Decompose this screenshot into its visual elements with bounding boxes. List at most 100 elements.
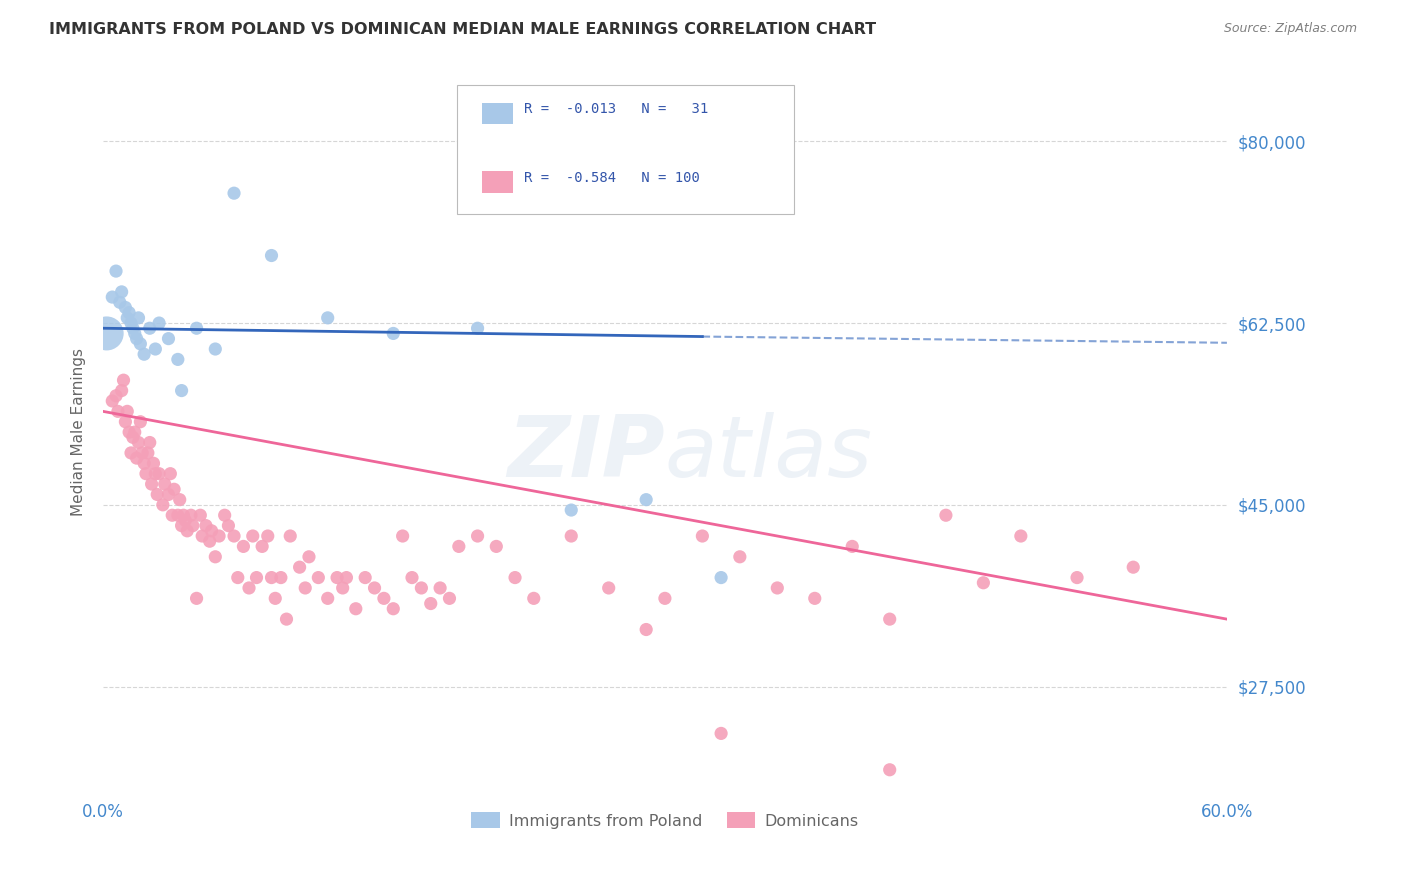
Point xyxy=(245,571,267,585)
Point xyxy=(276,612,298,626)
Point xyxy=(560,529,582,543)
Point xyxy=(142,456,165,470)
Point xyxy=(163,483,186,497)
Point xyxy=(503,571,526,585)
Point xyxy=(128,435,150,450)
Point xyxy=(124,425,146,439)
Point xyxy=(114,415,136,429)
Point xyxy=(298,549,321,564)
Point xyxy=(157,332,180,346)
Point xyxy=(260,248,283,262)
Point xyxy=(186,321,208,335)
Point xyxy=(174,513,197,527)
Point xyxy=(131,446,153,460)
Point xyxy=(264,591,287,606)
Point xyxy=(419,597,441,611)
Point xyxy=(332,581,354,595)
Point xyxy=(935,508,957,523)
Point xyxy=(288,560,311,574)
Text: ZIP: ZIP xyxy=(508,412,665,495)
Point xyxy=(120,316,142,330)
Y-axis label: Median Male Earnings: Median Male Earnings xyxy=(72,348,86,516)
Point xyxy=(198,534,221,549)
Point xyxy=(194,518,217,533)
Text: R =  -0.013   N =   31: R = -0.013 N = 31 xyxy=(524,102,709,116)
Point xyxy=(176,524,198,538)
Point xyxy=(134,347,156,361)
Point xyxy=(382,601,405,615)
Point xyxy=(879,612,901,626)
Point xyxy=(166,508,188,523)
Point xyxy=(118,306,141,320)
Point xyxy=(238,581,260,595)
Point xyxy=(181,518,204,533)
Point xyxy=(335,571,357,585)
Point xyxy=(636,623,658,637)
Point xyxy=(232,540,254,554)
Point xyxy=(117,404,139,418)
Point xyxy=(107,404,129,418)
Point xyxy=(172,508,194,523)
Point xyxy=(120,446,142,460)
Point xyxy=(135,467,157,481)
Point xyxy=(105,389,128,403)
Point xyxy=(124,326,146,341)
Point xyxy=(560,503,582,517)
Point xyxy=(157,487,180,501)
Point xyxy=(307,571,329,585)
Point xyxy=(139,435,162,450)
Point xyxy=(879,763,901,777)
Point xyxy=(139,321,162,335)
Point xyxy=(105,264,128,278)
Point xyxy=(636,492,658,507)
Point xyxy=(148,467,170,481)
Point xyxy=(401,571,423,585)
Point xyxy=(316,310,339,325)
Point xyxy=(96,326,118,341)
Point xyxy=(114,301,136,315)
Point xyxy=(169,492,191,507)
Point xyxy=(208,529,231,543)
Point xyxy=(217,518,239,533)
Point xyxy=(125,332,148,346)
Point xyxy=(152,498,174,512)
Point xyxy=(129,336,152,351)
Point xyxy=(186,591,208,606)
Point xyxy=(117,310,139,325)
Point xyxy=(256,529,278,543)
Point xyxy=(188,508,211,523)
Point xyxy=(439,591,461,606)
Point xyxy=(170,518,193,533)
Point xyxy=(382,326,405,341)
Text: Source: ZipAtlas.com: Source: ZipAtlas.com xyxy=(1223,22,1357,36)
Point xyxy=(1010,529,1032,543)
Point xyxy=(972,575,994,590)
Point xyxy=(411,581,433,595)
Point xyxy=(122,321,145,335)
Point xyxy=(134,456,156,470)
Point xyxy=(159,467,181,481)
Point xyxy=(710,571,733,585)
Point xyxy=(160,508,183,523)
Point xyxy=(344,601,367,615)
Point xyxy=(170,384,193,398)
Text: atlas: atlas xyxy=(665,412,873,495)
Point xyxy=(200,524,222,538)
Point xyxy=(222,529,245,543)
Point xyxy=(136,446,159,460)
Point xyxy=(143,342,166,356)
Point xyxy=(728,549,751,564)
Point xyxy=(260,571,283,585)
Point xyxy=(101,290,124,304)
Point xyxy=(153,477,176,491)
Point xyxy=(146,487,169,501)
Point xyxy=(391,529,413,543)
Point xyxy=(467,529,489,543)
Legend: Immigrants from Poland, Dominicans: Immigrants from Poland, Dominicans xyxy=(464,805,865,835)
Point xyxy=(222,186,245,201)
Point xyxy=(363,581,385,595)
Point xyxy=(204,549,226,564)
Point xyxy=(111,285,134,299)
Point xyxy=(242,529,264,543)
Point xyxy=(1066,571,1088,585)
